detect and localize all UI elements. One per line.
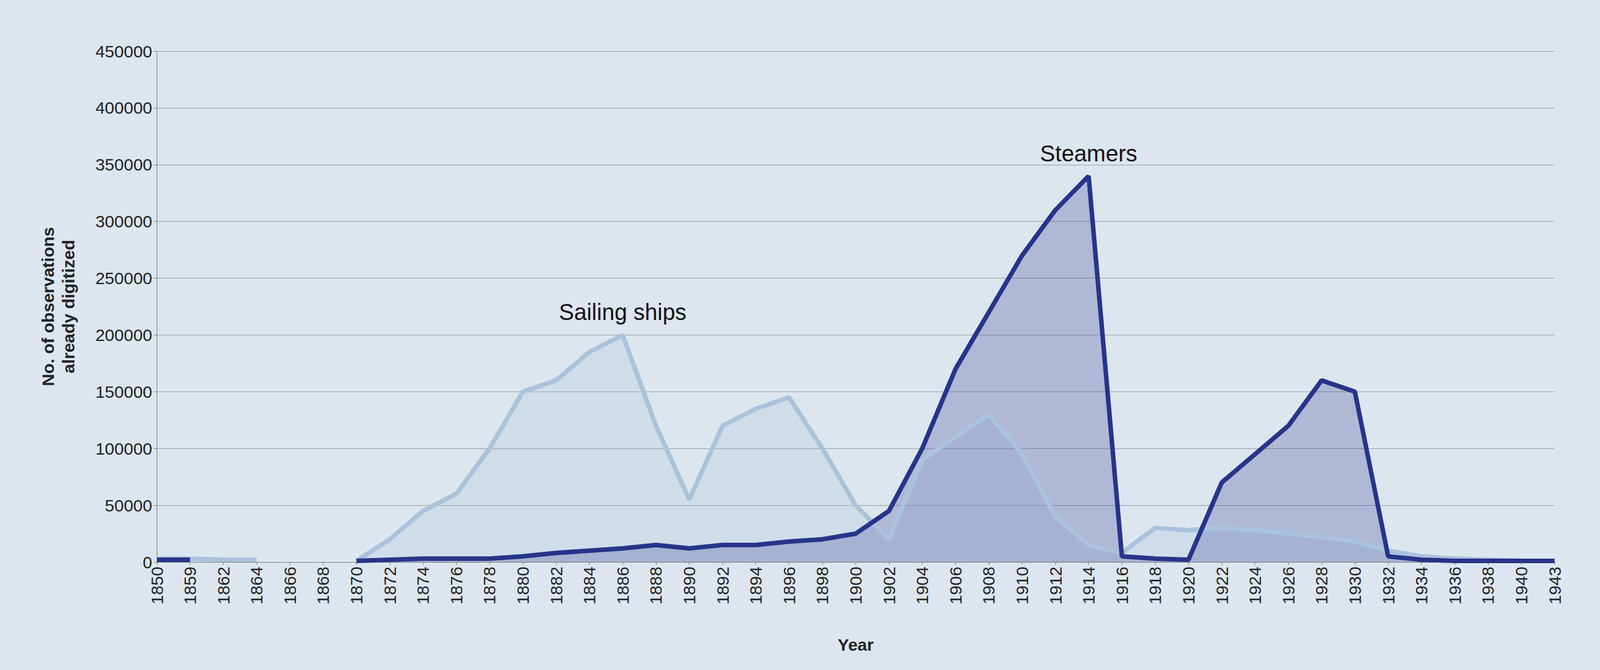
svg-text:1904: 1904 xyxy=(912,566,932,605)
svg-text:300000: 300000 xyxy=(95,211,153,231)
svg-text:1932: 1932 xyxy=(1379,566,1398,605)
svg-text:1896: 1896 xyxy=(779,566,799,605)
svg-text:1890: 1890 xyxy=(679,566,699,605)
svg-text:1922: 1922 xyxy=(1212,566,1232,605)
svg-text:350000: 350000 xyxy=(95,155,153,174)
svg-text:1906: 1906 xyxy=(946,566,965,605)
svg-text:0: 0 xyxy=(142,552,153,572)
svg-text:1902: 1902 xyxy=(879,566,899,605)
svg-text:1866: 1866 xyxy=(280,566,300,605)
svg-text:1868: 1868 xyxy=(313,566,333,605)
svg-text:1920: 1920 xyxy=(1179,566,1198,605)
svg-text:Steamers: Steamers xyxy=(1039,140,1138,166)
svg-text:Year: Year xyxy=(837,635,875,654)
svg-text:1910: 1910 xyxy=(1012,566,1032,605)
svg-text:1943: 1943 xyxy=(1545,566,1565,605)
svg-text:1862: 1862 xyxy=(214,566,233,605)
svg-text:1938: 1938 xyxy=(1478,566,1498,605)
svg-text:1880: 1880 xyxy=(513,566,533,605)
svg-text:400000: 400000 xyxy=(95,98,153,118)
svg-text:250000: 250000 xyxy=(95,268,153,288)
svg-text:1876: 1876 xyxy=(447,566,466,605)
svg-text:1850: 1850 xyxy=(147,566,167,605)
svg-text:already digitized: already digitized xyxy=(59,239,78,374)
svg-text:1892: 1892 xyxy=(713,566,733,605)
svg-text:1872: 1872 xyxy=(380,566,400,605)
svg-text:200000: 200000 xyxy=(95,325,153,345)
svg-text:1912: 1912 xyxy=(1046,566,1065,605)
svg-text:1882: 1882 xyxy=(546,566,566,605)
svg-text:1916: 1916 xyxy=(1112,566,1132,605)
svg-text:1930: 1930 xyxy=(1345,566,1365,605)
svg-text:1864: 1864 xyxy=(247,566,266,605)
svg-text:Sailing ships: Sailing ships xyxy=(558,299,687,325)
svg-text:1886: 1886 xyxy=(613,566,633,605)
svg-text:1924: 1924 xyxy=(1245,566,1265,605)
svg-text:1884: 1884 xyxy=(579,566,599,605)
svg-text:1926: 1926 xyxy=(1279,566,1298,605)
svg-text:1908: 1908 xyxy=(979,566,998,605)
svg-text:50000: 50000 xyxy=(105,495,153,515)
svg-text:1934: 1934 xyxy=(1411,566,1431,605)
svg-text:No. of observations: No. of observations xyxy=(38,226,58,386)
svg-text:1900: 1900 xyxy=(846,566,866,605)
svg-text:1936: 1936 xyxy=(1445,566,1465,605)
svg-text:1940: 1940 xyxy=(1511,566,1531,605)
svg-text:1928: 1928 xyxy=(1312,566,1331,605)
svg-text:1878: 1878 xyxy=(479,566,499,605)
svg-text:1914: 1914 xyxy=(1079,566,1098,605)
svg-text:1894: 1894 xyxy=(746,566,766,605)
svg-text:1918: 1918 xyxy=(1145,566,1165,605)
svg-text:100000: 100000 xyxy=(95,439,153,458)
svg-text:1874: 1874 xyxy=(413,566,433,605)
svg-text:1859: 1859 xyxy=(180,566,200,605)
svg-text:150000: 150000 xyxy=(95,382,153,401)
svg-text:1888: 1888 xyxy=(646,566,666,605)
svg-text:1898: 1898 xyxy=(812,566,832,605)
svg-text:1870: 1870 xyxy=(347,566,366,605)
svg-text:450000: 450000 xyxy=(95,42,153,61)
